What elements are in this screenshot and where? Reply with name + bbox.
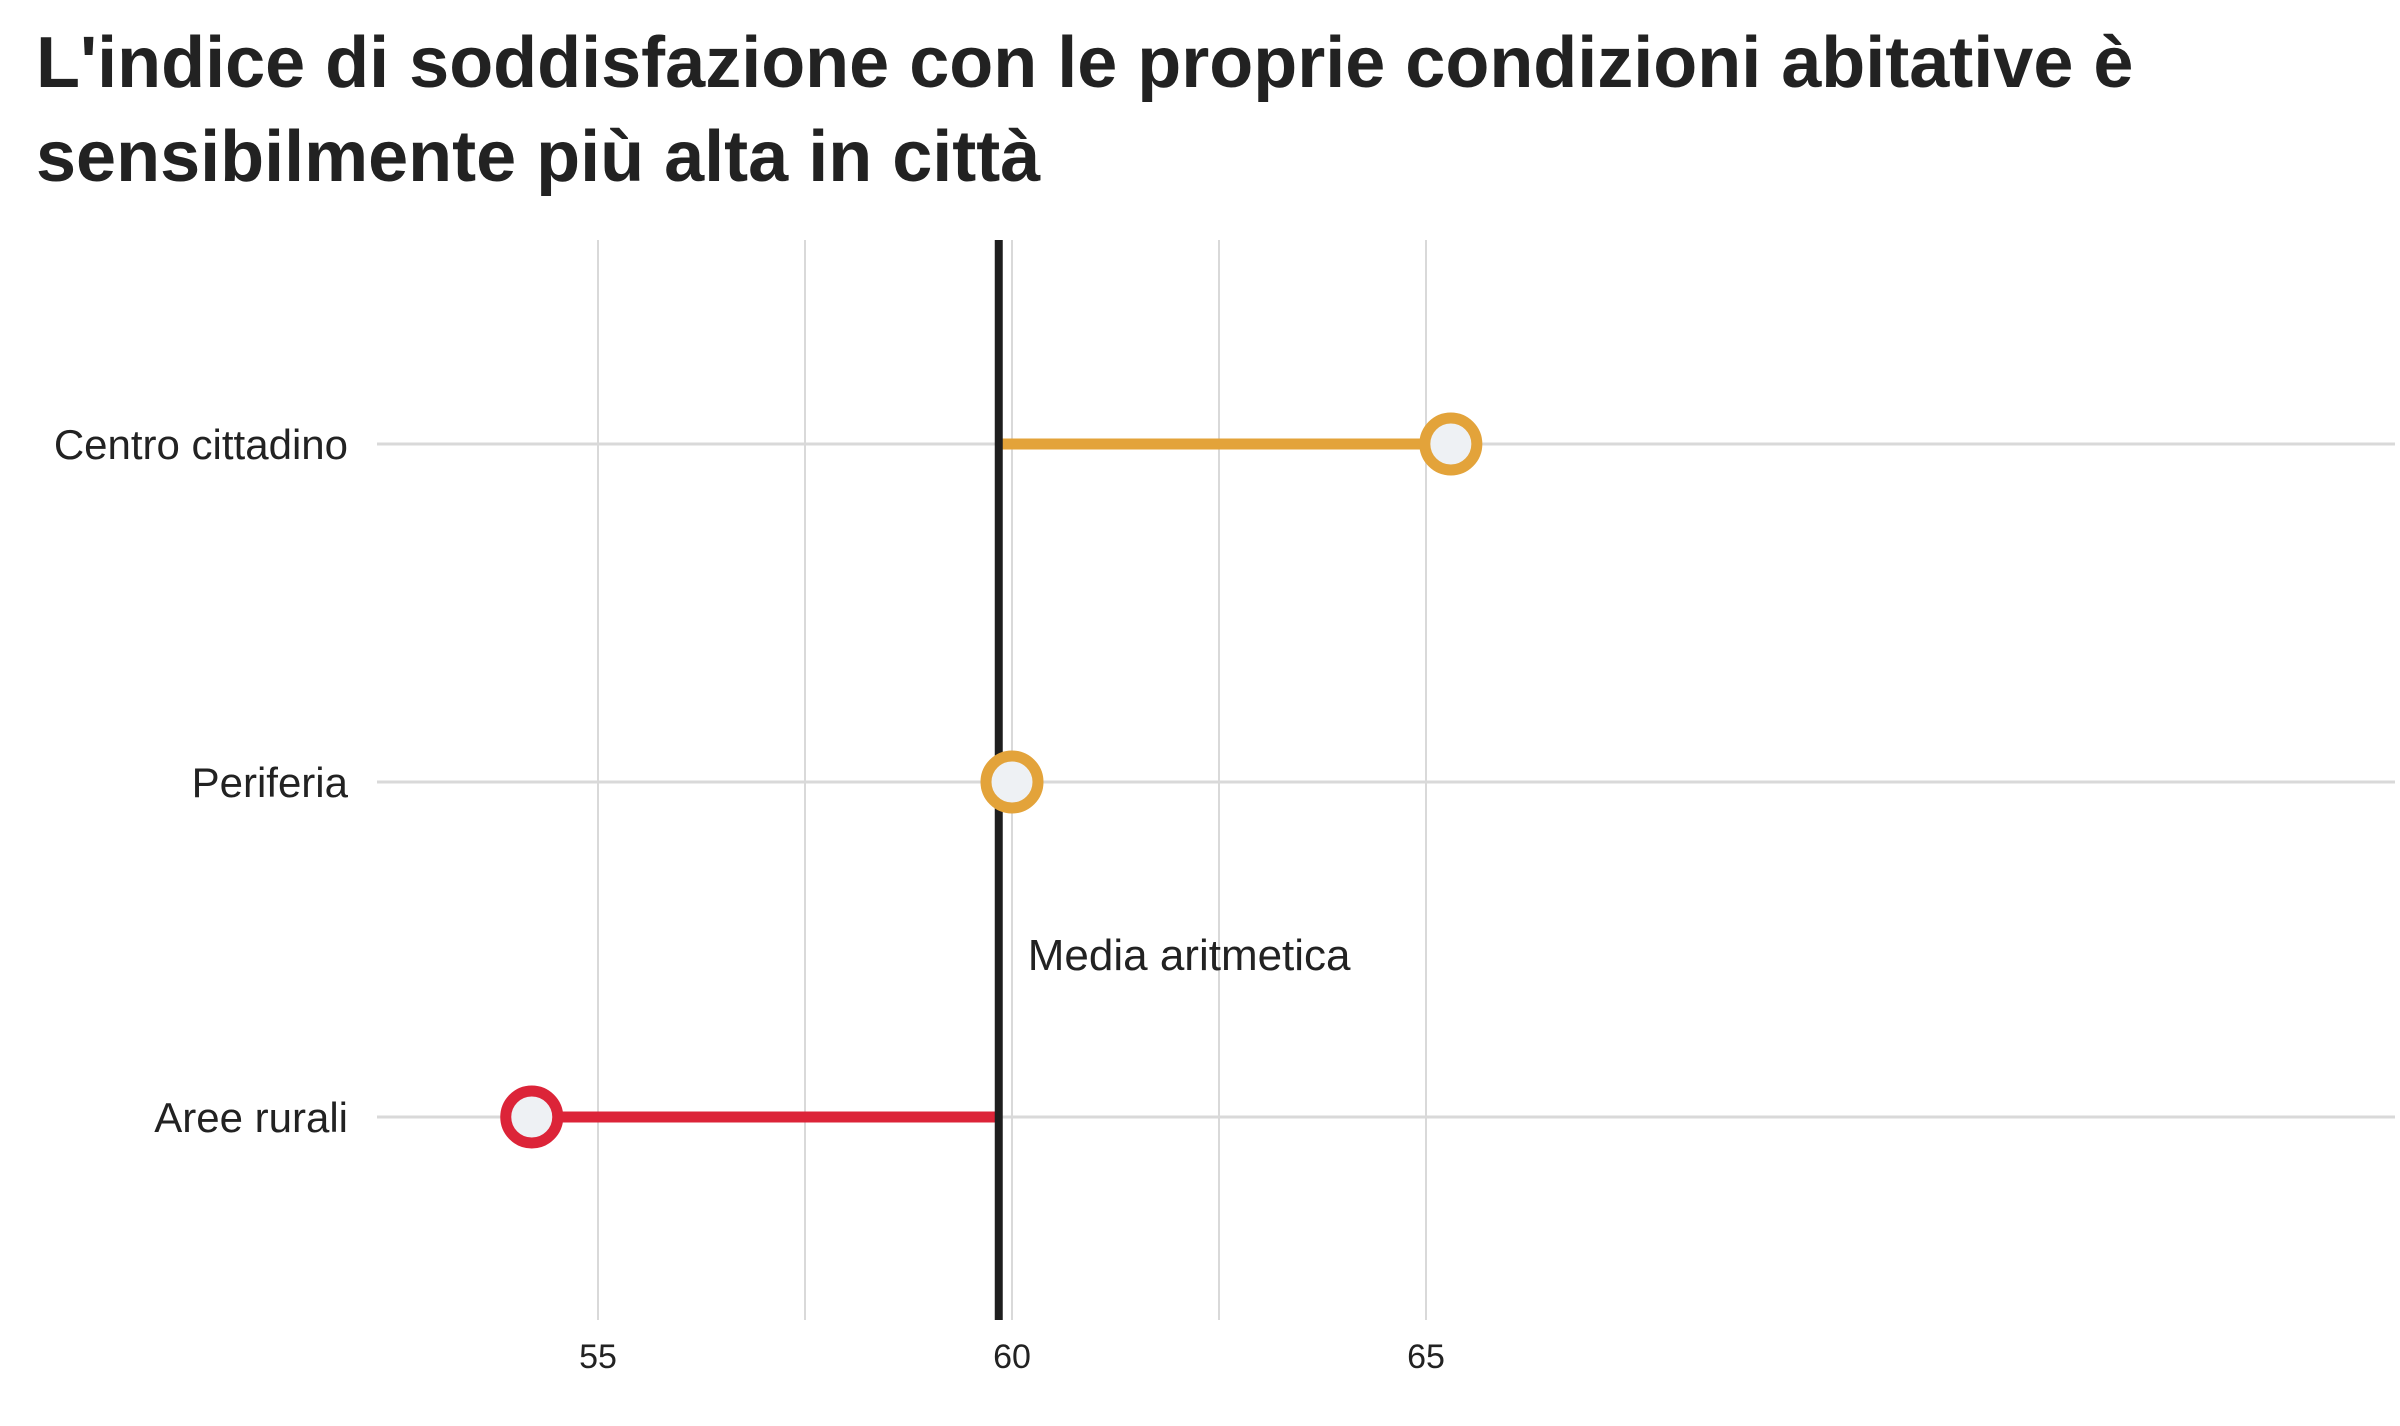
x-tick-label: 55 bbox=[579, 1338, 617, 1376]
x-tick-label: 60 bbox=[993, 1338, 1031, 1376]
lollipop-marker bbox=[1419, 412, 1483, 476]
category-label: Periferia bbox=[192, 759, 349, 806]
chart-title: L'indice di soddisfazione con le proprie… bbox=[36, 23, 2134, 197]
lollipop-marker bbox=[980, 750, 1044, 814]
reference-annotation: Media aritmetica bbox=[1028, 931, 1351, 980]
x-tick-label: 65 bbox=[1407, 1338, 1445, 1376]
category-label: Centro cittadino bbox=[54, 421, 348, 468]
category-label: Aree rurali bbox=[154, 1094, 348, 1141]
lollipop-marker bbox=[500, 1085, 564, 1149]
